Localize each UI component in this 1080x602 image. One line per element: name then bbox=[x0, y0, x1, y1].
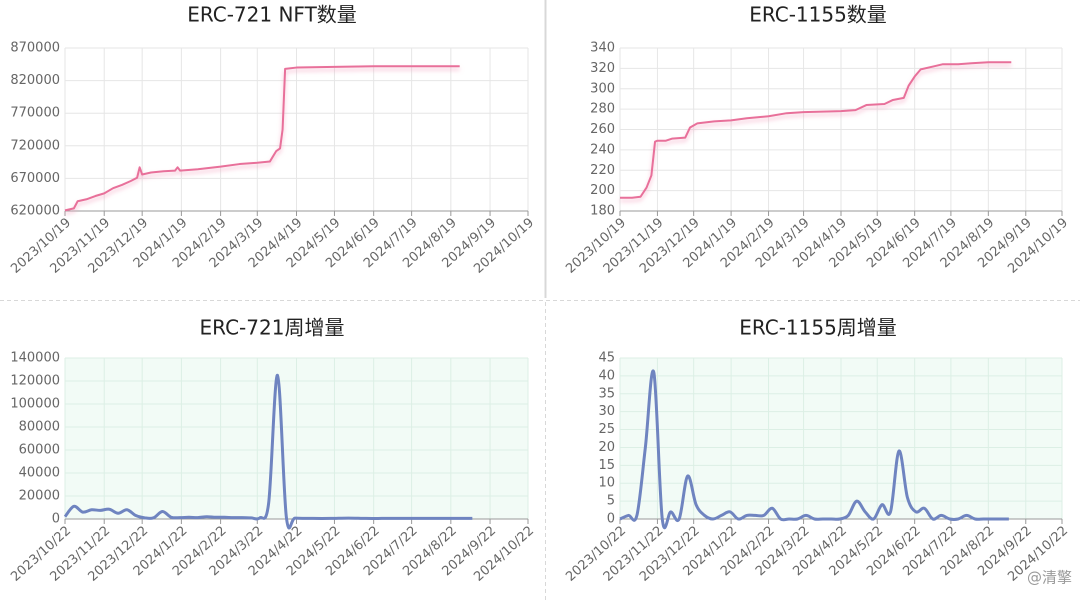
y-tick-label: 120000 bbox=[10, 374, 60, 389]
chart-title: ERC-721 NFT数量 bbox=[187, 3, 357, 27]
y-tick-label: 80000 bbox=[19, 420, 60, 435]
chart-title: ERC-721周增量 bbox=[200, 316, 345, 340]
line-series bbox=[619, 369, 1009, 530]
y-tick-label: 60000 bbox=[19, 443, 60, 458]
y-tick-label: 220 bbox=[590, 163, 615, 178]
y-tick-label: 30 bbox=[598, 404, 615, 419]
y-tick-label: 300 bbox=[590, 81, 615, 96]
line-series bbox=[64, 65, 460, 212]
y-tick-label: 670000 bbox=[10, 171, 60, 186]
y-tick-label: 260 bbox=[590, 122, 615, 137]
line-series bbox=[620, 61, 1012, 199]
y-tick-label: 20000 bbox=[19, 489, 60, 504]
y-tick-label: 620000 bbox=[10, 204, 60, 219]
y-tick-label: 280 bbox=[590, 102, 615, 117]
y-tick-label: 20 bbox=[598, 440, 615, 455]
y-tick-label: 200 bbox=[590, 183, 615, 198]
y-tick-label: 320 bbox=[590, 61, 615, 76]
y-tick-label: 40000 bbox=[19, 466, 60, 481]
y-tick-label: 870000 bbox=[10, 41, 60, 56]
y-tick-label: 240 bbox=[590, 142, 615, 157]
y-tick-label: 35 bbox=[598, 386, 615, 401]
y-tick-label: 180 bbox=[590, 204, 615, 219]
y-tick-label: 40 bbox=[598, 368, 615, 383]
y-tick-label: 100000 bbox=[10, 397, 60, 412]
y-tick-label: 340 bbox=[590, 41, 615, 56]
y-tick-label: 820000 bbox=[10, 73, 60, 88]
y-tick-label: 15 bbox=[598, 458, 615, 473]
chart-title: ERC-1155周增量 bbox=[739, 316, 897, 340]
y-tick-label: 10 bbox=[598, 476, 615, 491]
y-tick-label: 0 bbox=[607, 512, 615, 527]
y-tick-label: 0 bbox=[52, 512, 60, 527]
line-series bbox=[63, 373, 473, 530]
chart-title: ERC-1155数量 bbox=[749, 3, 887, 27]
y-tick-label: 140000 bbox=[10, 351, 60, 366]
y-tick-label: 5 bbox=[607, 494, 615, 509]
watermark: @清擎 bbox=[1027, 569, 1072, 587]
y-tick-label: 45 bbox=[598, 351, 615, 366]
y-tick-label: 770000 bbox=[10, 106, 60, 121]
y-tick-label: 25 bbox=[598, 422, 615, 437]
y-tick-label: 720000 bbox=[10, 138, 60, 153]
